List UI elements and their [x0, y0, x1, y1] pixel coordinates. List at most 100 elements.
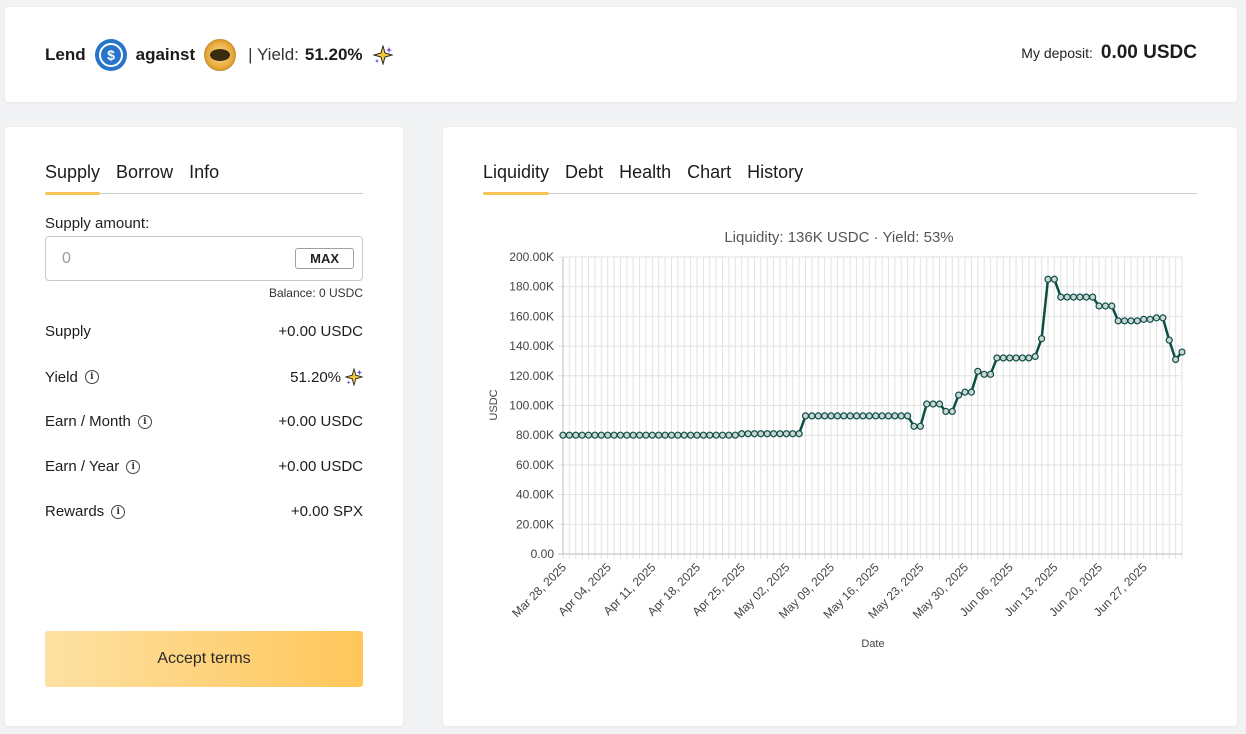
supply-amount-input[interactable]: [62, 249, 296, 268]
data-point[interactable]: [1101, 302, 1110, 310]
data-point[interactable]: [1172, 355, 1180, 364]
data-point[interactable]: [993, 354, 1001, 362]
data-point[interactable]: [731, 431, 739, 439]
data-point[interactable]: [1069, 293, 1078, 301]
data-point[interactable]: [1089, 293, 1097, 301]
data-point[interactable]: [655, 431, 663, 439]
data-point[interactable]: [1082, 293, 1090, 301]
data-point[interactable]: [782, 430, 790, 438]
data-point[interactable]: [642, 431, 650, 439]
data-point[interactable]: [610, 431, 618, 439]
info-icon[interactable]: i: [84, 370, 99, 384]
data-point[interactable]: [948, 407, 956, 416]
tab-history[interactable]: History: [747, 162, 804, 182]
data-point[interactable]: [1044, 275, 1052, 283]
data-point[interactable]: [821, 412, 829, 420]
data-point[interactable]: [757, 430, 765, 438]
data-point[interactable]: [1140, 315, 1148, 323]
data-point[interactable]: [1038, 335, 1046, 343]
data-point[interactable]: [1120, 317, 1129, 325]
data-point[interactable]: [572, 431, 580, 439]
data-point[interactable]: [680, 431, 688, 439]
data-point[interactable]: [980, 370, 988, 378]
data-point[interactable]: [699, 431, 707, 439]
data-point[interactable]: [635, 431, 644, 439]
accept-terms-button[interactable]: Accept terms: [45, 631, 363, 687]
data-point[interactable]: [718, 431, 727, 439]
data-point[interactable]: [1178, 348, 1186, 356]
data-point[interactable]: [923, 400, 931, 408]
data-point[interactable]: [872, 412, 880, 420]
data-point[interactable]: [623, 431, 631, 439]
data-point[interactable]: [725, 431, 733, 439]
data-point[interactable]: [1133, 317, 1141, 325]
data-point[interactable]: [693, 431, 701, 439]
data-point[interactable]: [840, 412, 848, 420]
data-point[interactable]: [616, 431, 625, 439]
tab-info[interactable]: Info: [189, 162, 220, 182]
tab-supply[interactable]: Supply: [45, 162, 101, 195]
data-point[interactable]: [648, 431, 656, 439]
data-point[interactable]: [1159, 314, 1167, 322]
data-point[interactable]: [1165, 336, 1173, 344]
data-point[interactable]: [750, 430, 759, 438]
tab-borrow[interactable]: Borrow: [116, 162, 174, 182]
data-point[interactable]: [661, 431, 669, 439]
data-point[interactable]: [935, 400, 944, 408]
data-point[interactable]: [776, 430, 784, 438]
data-point[interactable]: [1114, 317, 1122, 325]
data-point[interactable]: [955, 391, 963, 399]
data-point[interactable]: [974, 367, 982, 375]
data-point[interactable]: [878, 412, 886, 420]
data-point[interactable]: [629, 431, 637, 439]
data-point[interactable]: [942, 407, 950, 416]
data-point[interactable]: [852, 412, 861, 420]
tab-health[interactable]: Health: [619, 162, 672, 182]
data-point[interactable]: [903, 412, 912, 420]
data-point[interactable]: [604, 431, 612, 439]
data-point[interactable]: [910, 422, 918, 430]
data-point[interactable]: [578, 431, 586, 439]
data-point[interactable]: [1050, 275, 1058, 283]
data-point[interactable]: [1057, 293, 1065, 301]
data-point[interactable]: [584, 431, 593, 439]
data-point[interactable]: [687, 431, 695, 439]
data-point[interactable]: [789, 430, 797, 438]
data-point[interactable]: [712, 431, 720, 439]
data-point[interactable]: [999, 354, 1007, 362]
data-point[interactable]: [827, 412, 835, 420]
data-point[interactable]: [865, 412, 873, 420]
info-icon[interactable]: i: [111, 504, 126, 519]
data-point[interactable]: [897, 412, 905, 420]
data-point[interactable]: [1025, 354, 1033, 362]
data-point[interactable]: [744, 430, 752, 438]
data-point[interactable]: [1108, 302, 1116, 310]
info-icon[interactable]: i: [137, 414, 152, 429]
data-point[interactable]: [961, 388, 969, 396]
data-point[interactable]: [846, 412, 854, 420]
max-button[interactable]: MAX: [295, 248, 354, 269]
data-point[interactable]: [1076, 293, 1084, 301]
data-point[interactable]: [801, 412, 810, 420]
data-point[interactable]: [884, 412, 893, 420]
data-point[interactable]: [859, 412, 867, 420]
data-point[interactable]: [929, 400, 937, 408]
data-point[interactable]: [833, 412, 842, 420]
data-point[interactable]: [1063, 293, 1071, 301]
data-point[interactable]: [1018, 354, 1027, 362]
data-point[interactable]: [591, 431, 599, 439]
data-point[interactable]: [795, 430, 803, 438]
data-point[interactable]: [559, 431, 567, 439]
data-point[interactable]: [1006, 354, 1014, 362]
data-point[interactable]: [891, 412, 899, 420]
data-point[interactable]: [1031, 352, 1039, 361]
data-point[interactable]: [1012, 354, 1020, 362]
data-point[interactable]: [565, 431, 573, 439]
data-point[interactable]: [814, 412, 822, 420]
tab-liquidity[interactable]: Liquidity: [483, 162, 550, 195]
data-point[interactable]: [967, 388, 976, 396]
data-point[interactable]: [706, 431, 714, 439]
data-point[interactable]: [763, 430, 771, 438]
data-point[interactable]: [808, 412, 816, 420]
data-point[interactable]: [916, 422, 924, 430]
